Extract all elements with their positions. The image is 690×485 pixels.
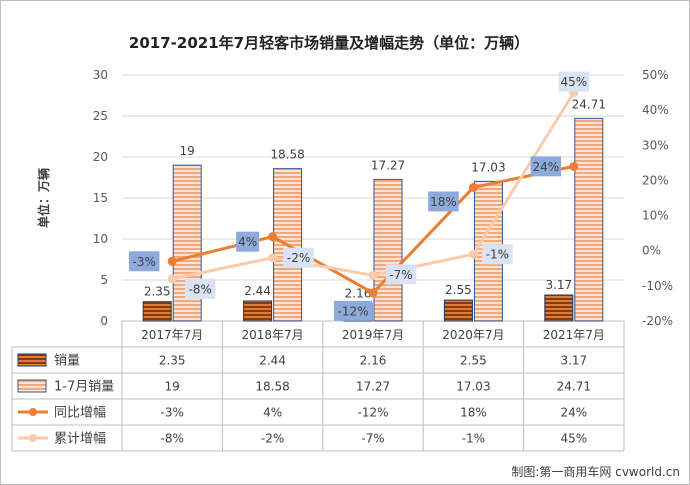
cumulative-growth-label-box (482, 244, 513, 265)
legend-swatch-0 (17, 353, 47, 367)
category-label: 2019年7月 (342, 328, 404, 342)
table-cell: 2.44 (259, 354, 286, 368)
table-cell: -3% (161, 406, 184, 420)
y-tick-label: 20 (93, 150, 108, 164)
cumulative-growth-point (268, 253, 278, 263)
y-tick-label: 10 (93, 232, 108, 246)
table-cell: -8% (161, 432, 184, 446)
category-label: 2020年7月 (442, 328, 504, 342)
y-tick-label: 25 (93, 109, 108, 123)
bar-sales (142, 301, 172, 322)
table-cell: 24.71 (557, 380, 591, 394)
cumulative-growth-label-box (385, 264, 417, 285)
bar-sales-label: 3.17 (545, 278, 572, 292)
cumulative-growth-point (368, 270, 378, 280)
y2-tick-label: 0% (642, 244, 661, 258)
cumulative-growth-point (468, 249, 478, 259)
bar-sales (544, 294, 574, 322)
yoy-growth-label-box (334, 300, 372, 321)
category-label: 2017年7月 (141, 328, 203, 342)
y2-tick-label: 20% (642, 173, 669, 187)
y2-tick-label: 40% (642, 103, 669, 117)
table-cell: 2.16 (360, 354, 387, 368)
y2-tick-label: 10% (642, 209, 669, 223)
legend-swatch-1 (17, 379, 47, 393)
yoy-growth-label: 24% (532, 160, 559, 174)
table-cell: 17.27 (356, 380, 390, 394)
cumulative-growth-label: -2% (287, 251, 310, 265)
yoy-growth-label: 4% (238, 235, 257, 249)
legend-label: 累计增幅 (54, 432, 106, 447)
bar-sales (443, 299, 473, 322)
legend-label: 1-7月销量 (54, 380, 114, 395)
chart-title: 2017-2021年7月轻客市场销量及增幅走势（单位：万辆） (129, 34, 529, 52)
bar-sales-label: 2.55 (445, 283, 472, 297)
table-cell: 19 (165, 380, 180, 394)
bar-ytd-sales-label: 17.03 (471, 160, 505, 174)
table-cell: 2.35 (159, 354, 186, 368)
yoy-growth-label: 18% (430, 195, 457, 209)
yoy-growth-label-box (428, 191, 459, 212)
bar-sales-label: 2.44 (244, 284, 271, 298)
y2-tick-label: -10% (642, 279, 673, 293)
y2-tick-label: -20% (642, 314, 673, 328)
yoy-growth-point (468, 182, 478, 192)
y-tick-label: 0 (100, 314, 108, 328)
table-cell: -12% (357, 406, 388, 420)
cumulative-growth-label-box (184, 278, 216, 299)
category-label: 2021年7月 (543, 328, 605, 342)
table-cell: 4% (263, 406, 282, 420)
cumulative-growth-point (167, 274, 177, 284)
legend-label: 销量 (54, 354, 80, 369)
bar-ytd-sales-label: 19 (180, 144, 195, 158)
cumulative-growth-label-box (558, 71, 590, 92)
yoy-growth-label: -3% (133, 255, 156, 269)
yoy-growth-point (268, 232, 278, 242)
legend-marker-3 (29, 434, 37, 442)
bar-ytd-sales (574, 117, 604, 322)
footer-credit: 制图:第一商用车网 cvworld.cn (511, 464, 680, 479)
bar-ytd-sales-label: 17.27 (371, 158, 405, 172)
table-cell: 2.55 (460, 354, 487, 368)
table-cell: -2% (261, 432, 284, 446)
table-cell: -7% (361, 432, 384, 446)
bar-sales-label: 2.35 (144, 285, 171, 299)
table-cell: 24% (560, 406, 587, 420)
y-tick-label: 30 (93, 68, 108, 82)
bar-ytd-sales-label: 24.71 (572, 97, 606, 111)
cumulative-growth-label: 45% (560, 75, 587, 89)
table-cell: 18.58 (255, 380, 289, 394)
bar-sales (243, 300, 273, 322)
yoy-growth-label-box (128, 251, 160, 272)
yoy-growth-point (368, 288, 378, 298)
table-cell: 18% (460, 406, 487, 420)
category-label: 2018年7月 (242, 328, 304, 342)
y2-tick-label: 30% (642, 138, 669, 152)
cumulative-growth-label: -8% (189, 282, 212, 296)
y-tick-label: 15 (93, 191, 108, 205)
table-cell: 45% (560, 432, 587, 446)
bar-ytd-sales (373, 178, 403, 322)
y2-tick-label: 50% (642, 68, 669, 82)
yoy-growth-label-box (530, 156, 562, 177)
legend-marker-2 (29, 408, 37, 416)
table-cell: -1% (462, 432, 485, 446)
cumulative-growth-label: -1% (486, 248, 509, 262)
cumulative-growth-label: -7% (389, 268, 412, 282)
yoy-growth-point (167, 256, 177, 266)
y-axis-label: 单位：万辆 (36, 168, 51, 228)
y-tick-label: 5 (100, 273, 108, 287)
yoy-growth-label-box (236, 231, 260, 252)
cumulative-growth-line (171, 91, 576, 281)
cumulative-growth-label-box (283, 247, 314, 268)
table-cell: 17.03 (456, 380, 490, 394)
yoy-growth-point (569, 161, 579, 171)
legend-label: 同比增幅 (54, 406, 106, 421)
bar-ytd-sales-label: 18.58 (270, 148, 304, 162)
table-cell: 3.17 (560, 354, 587, 368)
yoy-growth-label: -12% (337, 304, 368, 318)
